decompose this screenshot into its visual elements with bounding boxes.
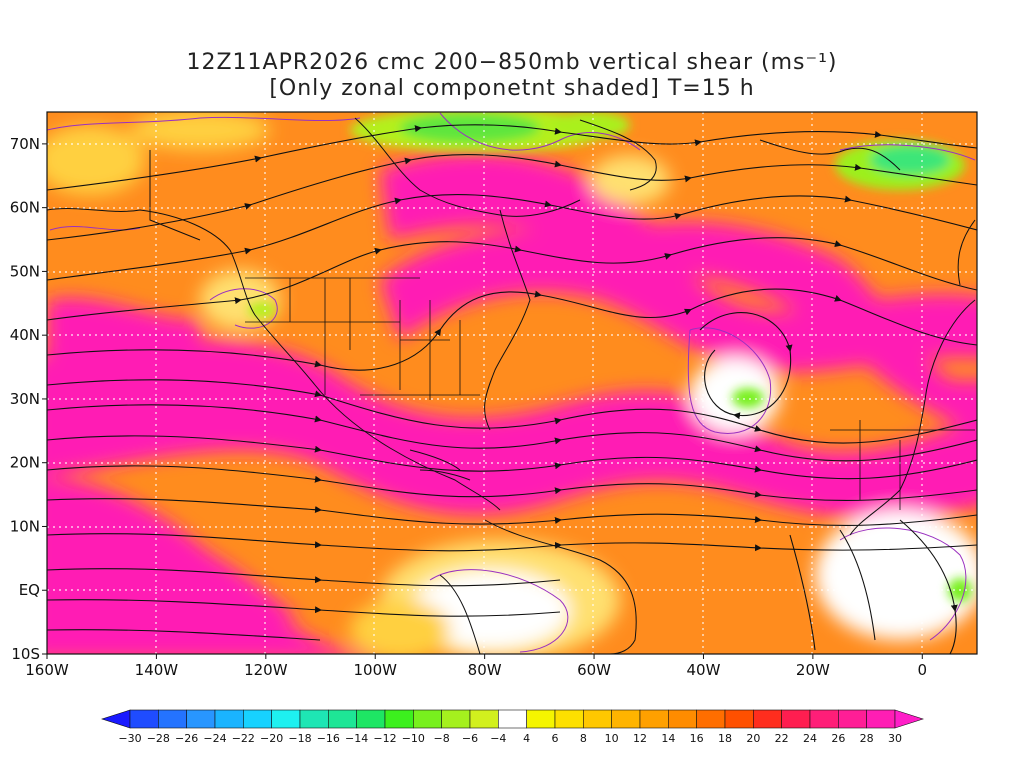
colorbar-swatch <box>129 709 159 729</box>
lon-tick-label: 160W <box>25 661 69 679</box>
colorbar-swatch <box>299 709 329 729</box>
lat-tick-label: 50N <box>10 262 40 280</box>
colorbar-swatch <box>441 709 471 729</box>
colorbar-label: −16 <box>317 732 340 745</box>
lon-tick-label: 20W <box>796 661 830 679</box>
colorbar-swatch <box>328 709 357 729</box>
map-title-line2: [Only zonal componetnt shaded] T=15 h <box>269 76 755 101</box>
lon-tick-label: 100W <box>354 661 398 679</box>
shaded-field <box>47 112 977 654</box>
colorbar-swatch <box>413 709 442 729</box>
colorbar-swatch <box>384 709 414 729</box>
lat-tick-label: 10S <box>11 645 40 663</box>
lat-tick-label: EQ <box>19 581 40 599</box>
colorbar-label: −8 <box>434 732 450 745</box>
colorbar-label: 6 <box>552 732 559 745</box>
colorbar: −30 −28 −26 −24 −22 −20 −18 −16 −14 −12 −10 −8 −6 −4 4… <box>101 709 924 745</box>
colorbar-swatch <box>639 709 669 729</box>
colorbar-label: −18 <box>288 732 311 745</box>
colorbar-swatch <box>186 709 216 729</box>
lat-tick-label: 30N <box>10 390 40 408</box>
colorbar-label: 22 <box>775 732 789 745</box>
colorbar-swatch <box>583 709 612 729</box>
colorbar-label: −4 <box>490 732 506 745</box>
colorbar-label: 20 <box>746 732 760 745</box>
colorbar-swatch <box>753 709 782 729</box>
colorbar-label: 8 <box>580 732 587 745</box>
colorbar-label: 12 <box>633 732 647 745</box>
colorbar-swatch <box>526 709 556 729</box>
colorbar-swatch <box>809 709 839 729</box>
colorbar-label: −28 <box>147 732 170 745</box>
colorbar-swatch <box>214 709 244 729</box>
colorbar-label: −10 <box>402 732 425 745</box>
streamlines <box>47 124 977 654</box>
lat-tick-label: 40N <box>10 326 40 344</box>
colorbar-swatch <box>724 709 754 729</box>
colorbar-swatch <box>554 709 584 729</box>
lon-tick-label: 0 <box>918 661 928 679</box>
colorbar-label: −14 <box>345 732 368 745</box>
colorbar-swatch <box>101 709 131 729</box>
colorbar-label: 24 <box>803 732 817 745</box>
colorbar-swatch <box>696 709 726 729</box>
longitude-axis: 160W 140W 120W 100W 80W 60W 40W 20W 0 <box>25 654 927 679</box>
colorbar-swatch <box>838 709 867 729</box>
lat-tick-label: 10N <box>10 517 40 535</box>
lat-tick-label: 70N <box>10 135 40 153</box>
colorbar-swatch <box>271 709 301 729</box>
lon-tick-label: 60W <box>577 661 611 679</box>
colorbar-label: 16 <box>690 732 704 745</box>
lon-tick-label: 40W <box>687 661 721 679</box>
plot-frame <box>46 111 978 655</box>
colorbar-swatch <box>469 709 499 729</box>
lon-tick-label: 140W <box>135 661 179 679</box>
colorbar-label: −6 <box>462 732 478 745</box>
lat-tick-label: 60N <box>10 199 40 217</box>
colorbar-label: −20 <box>260 732 283 745</box>
colorbar-label: 4 <box>523 732 530 745</box>
latitude-axis: 70N 60N 50N 40N 30N 20N 10N EQ 10S <box>10 135 47 663</box>
lat-tick-label: 20N <box>10 454 40 472</box>
colorbar-label: 26 <box>831 732 845 745</box>
colorbar-swatch <box>668 709 697 729</box>
colorbar-swatch <box>866 709 896 729</box>
colorbar-swatch <box>243 709 272 729</box>
colorbar-swatch <box>498 709 527 729</box>
colorbar-swatch <box>158 709 187 729</box>
colorbar-label: −12 <box>373 732 396 745</box>
colorbar-swatch <box>356 709 386 729</box>
colorbar-label: 30 <box>888 732 902 745</box>
map-title-line1: 12Z11APR2026 cmc 200−850mb vertical shea… <box>186 50 838 75</box>
colorbar-swatch <box>781 709 811 729</box>
colorbar-label: 28 <box>860 732 874 745</box>
colorbar-label: 10 <box>605 732 619 745</box>
colorbar-swatch <box>894 709 924 729</box>
colorbar-label: −24 <box>203 732 226 745</box>
lon-tick-label: 80W <box>468 661 502 679</box>
colorbar-label: −22 <box>232 732 255 745</box>
lon-tick-label: 120W <box>244 661 288 679</box>
colorbar-label: 18 <box>718 732 732 745</box>
colorbar-label: 14 <box>661 732 675 745</box>
colorbar-label: −30 <box>118 732 141 745</box>
colorbar-label: −26 <box>175 732 198 745</box>
colorbar-swatch <box>611 709 641 729</box>
